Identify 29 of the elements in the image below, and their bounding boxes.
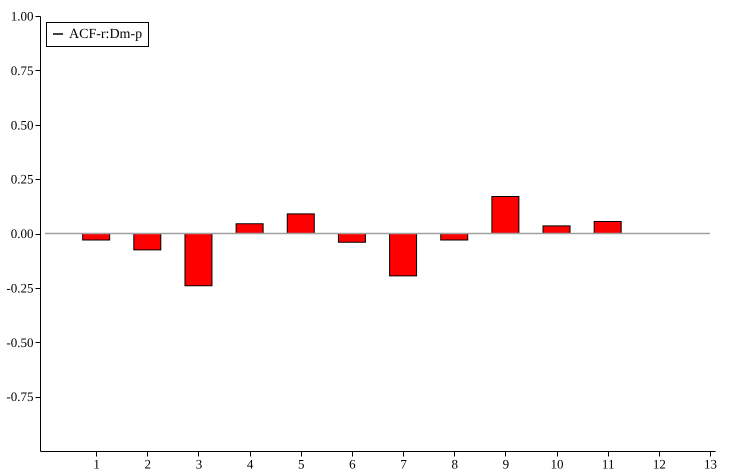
- bar: [594, 221, 622, 234]
- x-tick-label: 3: [196, 456, 202, 472]
- y-tick-label: 0.50: [10, 117, 34, 132]
- x-tick-label: 12: [652, 456, 666, 472]
- bar: [133, 233, 162, 250]
- y-tick-label: 1.00: [10, 8, 34, 24]
- y-tick-label: 0.25: [10, 172, 34, 187]
- x-tick-label: 4: [246, 456, 254, 472]
- bar: [491, 196, 520, 234]
- x-tick-label: 7: [400, 456, 408, 472]
- x-tick-label: 11: [602, 456, 614, 472]
- legend-label: ACF-r:Dm-p: [69, 27, 142, 42]
- x-tick-label: 1: [93, 456, 100, 472]
- y-tick-label: 0.00: [10, 226, 34, 241]
- x-tick-label: 5: [298, 456, 305, 472]
- x-tick-label: 9: [502, 456, 510, 472]
- x-tick-label: 2: [144, 456, 152, 472]
- y-tick-label: -0.50: [6, 334, 34, 350]
- bar: [389, 233, 418, 276]
- y-tick-label: -0.25: [6, 280, 34, 296]
- y-tick-label: 0.75: [10, 62, 34, 78]
- bar: [184, 233, 212, 286]
- x-tick-label: 6: [349, 456, 356, 472]
- x-tick-label: 13: [704, 456, 717, 472]
- y-tick-label: -0.75: [6, 389, 34, 404]
- x-tick-label: 8: [451, 456, 458, 472]
- x-tick-label: 10: [550, 456, 564, 472]
- bar: [236, 223, 264, 234]
- bar: [286, 213, 315, 234]
